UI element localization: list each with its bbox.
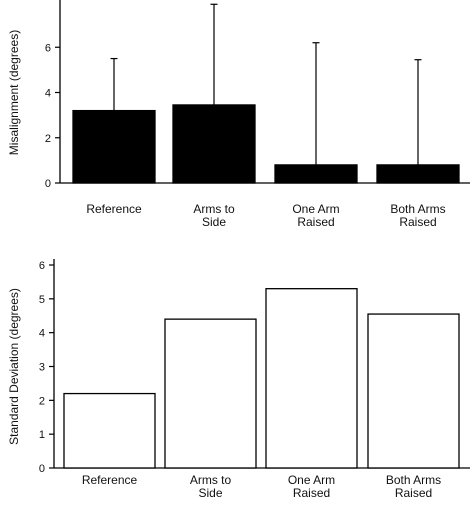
category-label: Both Arms [390, 202, 445, 216]
y-tick-label: 1 [39, 429, 45, 441]
y-tick-label: 0 [45, 178, 51, 190]
y-tick-label: 2 [39, 395, 45, 407]
bar [265, 288, 358, 469]
bar [164, 318, 257, 469]
y-tick-label: 3 [39, 362, 45, 374]
y-tick-label: 5 [39, 294, 45, 306]
category-label: Raised [293, 486, 330, 500]
y-axis-title: Standard Deviation (degrees) [7, 288, 21, 445]
category-label: One Arm [288, 473, 335, 487]
y-tick-label: 4 [39, 328, 45, 340]
bar [63, 392, 156, 469]
category-label: Side [198, 486, 222, 500]
bar [376, 164, 460, 184]
bar [172, 104, 256, 184]
y-tick-label: 6 [45, 42, 51, 54]
standard-deviation-chart: 0 1 2 3 4 5 6 Standard Deviation (degrees) Refer… [7, 259, 470, 500]
y-tick-label: 6 [39, 260, 45, 272]
category-label: Raised [297, 215, 334, 229]
category-label: Arms to [193, 202, 235, 216]
category-label: Reference [82, 473, 138, 487]
category-label: One Arm [292, 202, 339, 216]
bar [72, 109, 156, 184]
category-label: Raised [395, 486, 432, 500]
misalignment-chart: 0 2 4 6 Misalignment (degrees) Reference Arms … [7, 0, 470, 229]
category-label: Arms to [190, 473, 232, 487]
y-tick-label: 2 [45, 133, 51, 145]
category-label: Raised [399, 215, 436, 229]
category-label: Both Arms [386, 473, 441, 487]
y-tick-label: 0 [39, 463, 45, 475]
y-tick-label: 4 [45, 88, 51, 100]
category-label: Side [202, 215, 226, 229]
bar [367, 313, 460, 469]
category-label: Reference [86, 202, 142, 216]
y-axis-title: Misalignment (degrees) [7, 30, 21, 155]
bar [274, 164, 358, 184]
